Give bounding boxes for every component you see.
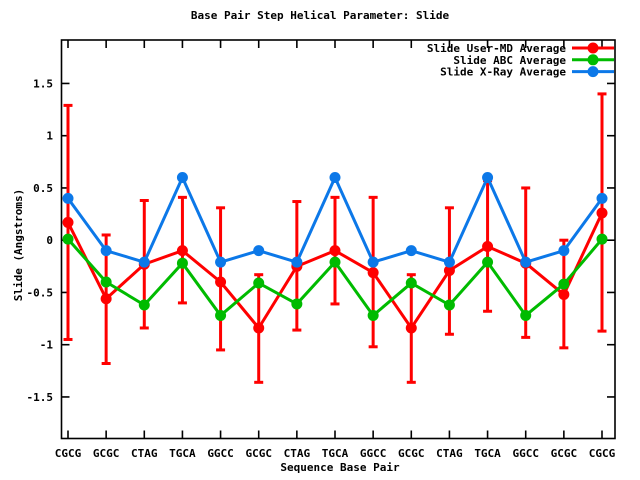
data-point-marker bbox=[100, 245, 112, 257]
x-category-label: CTAG bbox=[284, 447, 311, 460]
data-point-marker bbox=[138, 256, 150, 268]
y-tick-label: -0.5 bbox=[27, 286, 54, 299]
x-category-label: CTAG bbox=[436, 447, 463, 460]
legend-entry: Slide User-MD Average bbox=[427, 42, 614, 55]
data-point-marker bbox=[596, 207, 608, 219]
data-point-marker bbox=[558, 245, 570, 257]
plot-border bbox=[60, 39, 616, 440]
y-tick-label: -1.5 bbox=[27, 391, 54, 404]
data-point-marker bbox=[482, 172, 494, 183]
data-point-marker bbox=[253, 245, 265, 257]
data-point-marker bbox=[215, 309, 227, 321]
x-category-label: TGCA bbox=[322, 447, 349, 460]
series-slide-x-ray-average bbox=[62, 172, 608, 268]
legend-entry: Slide X-Ray Average bbox=[440, 66, 614, 79]
data-point-marker bbox=[405, 322, 417, 334]
data-point-marker bbox=[215, 276, 227, 288]
data-point-marker bbox=[176, 257, 188, 269]
data-point-marker bbox=[367, 267, 379, 279]
legend-label: Slide ABC Average bbox=[453, 54, 566, 67]
data-point-marker bbox=[558, 289, 570, 301]
data-point-marker bbox=[176, 245, 188, 257]
data-point-marker bbox=[405, 277, 417, 289]
data-point-marker bbox=[482, 240, 494, 252]
x-axis-label: Sequence Base Pair bbox=[280, 461, 400, 474]
data-point-marker bbox=[176, 172, 188, 183]
data-point-marker bbox=[253, 322, 265, 334]
x-category-label: CGCG bbox=[589, 447, 616, 460]
data-point-marker bbox=[405, 245, 417, 257]
x-category-label: GGCC bbox=[207, 447, 234, 460]
legend-sample-marker bbox=[587, 66, 599, 78]
data-point-marker bbox=[62, 216, 74, 228]
data-point-marker bbox=[443, 256, 455, 268]
y-tick-label: 0.5 bbox=[33, 182, 53, 195]
data-point-marker bbox=[329, 172, 341, 183]
x-category-label: GCGC bbox=[398, 447, 425, 460]
axes-frame: 1.5 1 0.5 0 -0.5 -1 -1.5 CGCG GCGC CTAG TGCA GGCC GC… bbox=[27, 39, 616, 460]
data-point-marker bbox=[329, 245, 341, 257]
y-tick-label: 1 bbox=[46, 130, 53, 143]
data-point-marker bbox=[215, 256, 227, 268]
data-point-marker bbox=[62, 192, 74, 204]
data-point-marker bbox=[596, 233, 608, 245]
legend-label: Slide X-Ray Average bbox=[440, 66, 566, 79]
x-category-label: GCGC bbox=[93, 447, 120, 460]
data-point-marker bbox=[138, 299, 150, 311]
x-category-label: TGCA bbox=[474, 447, 501, 460]
series-slide-user-md-average bbox=[62, 92, 608, 384]
y-tick-label: 1.5 bbox=[33, 77, 53, 90]
data-point-marker bbox=[520, 256, 532, 268]
chart-title: Base Pair Step Helical Parameter: Slide bbox=[191, 9, 450, 22]
data-series bbox=[62, 92, 608, 384]
data-point-marker bbox=[329, 256, 341, 268]
x-category-label: GCGC bbox=[551, 447, 578, 460]
data-point-marker bbox=[482, 256, 494, 268]
x-category-label: GGCC bbox=[360, 447, 387, 460]
legend-sample-marker bbox=[587, 42, 599, 54]
data-point-marker bbox=[443, 265, 455, 277]
data-point-marker bbox=[558, 278, 570, 290]
series-slide-abc-average bbox=[62, 233, 608, 321]
x-category-label: CGCG bbox=[55, 447, 82, 460]
data-point-marker bbox=[520, 309, 532, 321]
data-point-marker bbox=[253, 277, 265, 289]
data-point-marker bbox=[367, 309, 379, 321]
y-tick-label: -1 bbox=[40, 339, 54, 352]
x-category-label: TGCA bbox=[169, 447, 196, 460]
data-point-marker bbox=[100, 276, 112, 288]
x-category-label: GGCC bbox=[512, 447, 539, 460]
legend-entry: Slide ABC Average bbox=[453, 54, 614, 67]
data-point-marker bbox=[100, 293, 112, 305]
x-category-label: CTAG bbox=[131, 447, 158, 460]
x-category-label: GCGC bbox=[245, 447, 272, 460]
y-axis-label: Slide (Angstroms) bbox=[12, 189, 25, 302]
data-point-marker bbox=[596, 192, 608, 204]
data-point-marker bbox=[62, 233, 74, 245]
data-point-marker bbox=[367, 256, 379, 268]
data-point-marker bbox=[443, 299, 455, 311]
data-point-marker bbox=[291, 298, 303, 310]
legend-sample-marker bbox=[587, 54, 599, 66]
legend-label: Slide User-MD Average bbox=[427, 42, 566, 55]
y-tick-label: 0 bbox=[46, 234, 53, 247]
data-point-marker bbox=[291, 256, 303, 268]
